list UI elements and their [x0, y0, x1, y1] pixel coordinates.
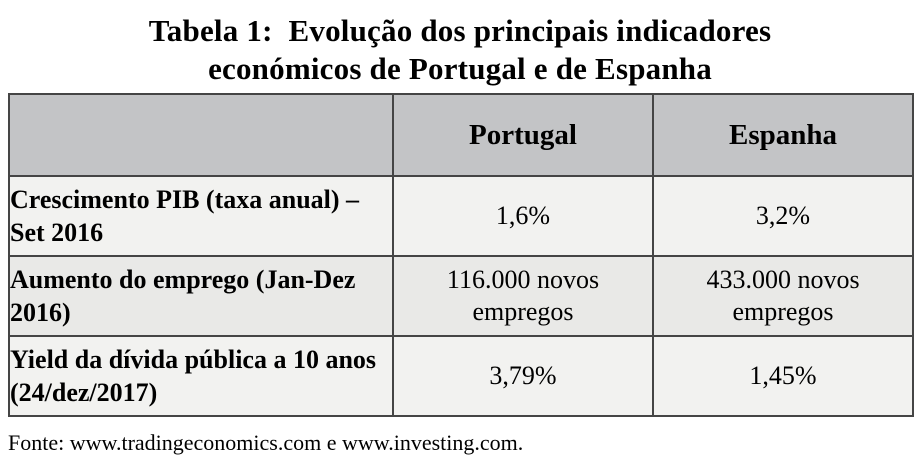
row-label-pib: Crescimento PIB (taxa anual) – Set 2016 [8, 175, 394, 257]
table-row-yield: Yield da dívida pública a 10 anos (24/de… [8, 335, 914, 417]
source-note: Fonte: www.tradingeconomics.com e www.in… [8, 430, 524, 455]
table-row-pib: Crescimento PIB (taxa anual) – Set 2016 … [8, 175, 914, 257]
header-cell-empty [8, 93, 394, 177]
indicators-table: Portugal Espanha Crescimento PIB (taxa a… [8, 93, 914, 417]
table-row-emprego: Aumento do emprego (Jan-Dez 2016) 116.00… [8, 255, 914, 337]
value-emprego-portugal: 116.000 novos empregos [392, 255, 654, 337]
header-cell-portugal: Portugal [392, 93, 654, 177]
value-pib-espanha: 3,2% [652, 175, 914, 257]
table-title-line-1: Tabela 1: Evolução dos principais indica… [148, 13, 772, 48]
table-title-line-2: económicos de Portugal e de Espanha [208, 51, 712, 86]
row-label-emprego: Aumento do emprego (Jan-Dez 2016) [8, 255, 394, 337]
value-yield-portugal: 3,79% [392, 335, 654, 417]
row-label-yield: Yield da dívida pública a 10 anos (24/de… [8, 335, 394, 417]
value-emprego-espanha: 433.000 novos empregos [652, 255, 914, 337]
table-title: Tabela 1: Evolução dos principais indica… [0, 0, 920, 88]
value-pib-portugal: 1,6% [392, 175, 654, 257]
header-cell-espanha: Espanha [652, 93, 914, 177]
table-header-row: Portugal Espanha [8, 93, 914, 177]
value-yield-espanha: 1,45% [652, 335, 914, 417]
